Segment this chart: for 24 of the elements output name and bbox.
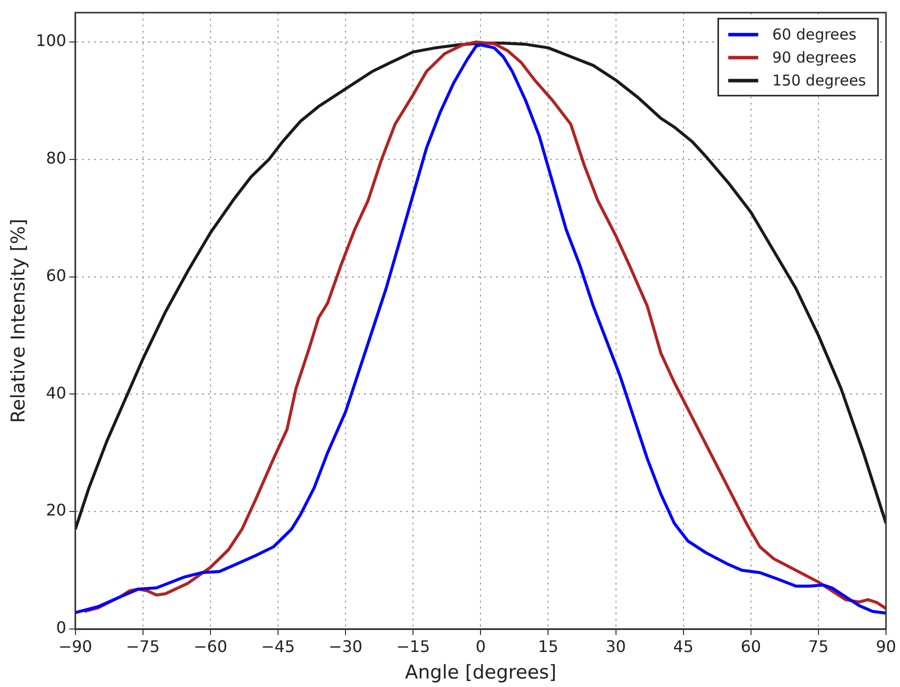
- legend-label: 150 degrees: [772, 71, 866, 90]
- y-tick-label: 0: [56, 618, 66, 638]
- y-tick-label: 100: [36, 31, 66, 50]
- x-tick-label: 45: [673, 636, 694, 656]
- y-tick-label: 40: [46, 383, 66, 402]
- x-tick-label: −30: [328, 636, 362, 656]
- y-tick-label: 80: [46, 148, 66, 168]
- y-tick-label: 20: [46, 500, 66, 520]
- x-tick-label: 15: [538, 636, 558, 656]
- x-tick-label: −15: [396, 636, 430, 656]
- legend-label: 60 degrees: [772, 25, 857, 44]
- x-tick-label: 60: [740, 636, 762, 656]
- x-tick-label: −90: [58, 636, 92, 656]
- legend-label: 90 degrees: [772, 48, 857, 66]
- y-tick-label: 60: [46, 266, 66, 285]
- x-tick-label: 30: [606, 636, 626, 656]
- x-tick-label: 75: [808, 636, 829, 656]
- x-tick-label: 0: [476, 636, 486, 656]
- x-tick-label: −60: [194, 636, 228, 656]
- x-tick-label: −75: [126, 636, 160, 656]
- y-axis-title: Relative Intensity [%]: [7, 218, 30, 423]
- x-axis-title: Angle [degrees]: [404, 662, 556, 684]
- x-tick-label: −45: [261, 636, 295, 656]
- x-tick-label: 90: [876, 636, 896, 656]
